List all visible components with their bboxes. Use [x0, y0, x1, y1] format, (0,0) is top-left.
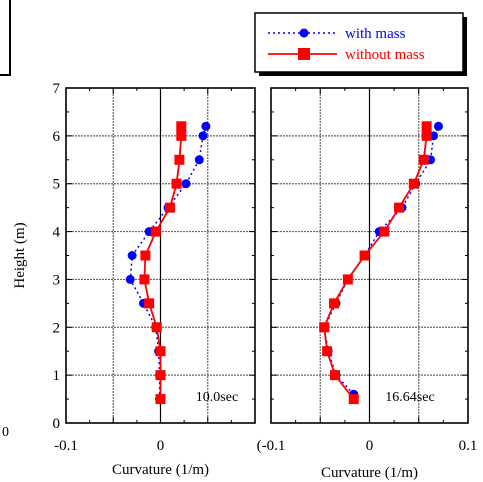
data-point-without-mass	[329, 298, 340, 309]
chart-panel-1: 0 1 2 3 4 5 6 7 -0.1 0 Curvature (1/m) Height (m) 10…	[12, 81, 256, 478]
x-tick-label: 0.1	[459, 438, 478, 454]
x-tick-label: 0	[157, 438, 165, 454]
y-tick-label: 6	[53, 129, 61, 145]
series-line-with-mass	[129, 126, 207, 400]
legend-label-with-mass: with mass	[345, 26, 406, 42]
data-point-without-mass	[421, 121, 432, 132]
y-tick-label: 7	[53, 81, 61, 97]
y-tick-label: 3	[53, 272, 61, 288]
data-point-without-mass	[144, 298, 155, 309]
data-point-with-mass	[201, 121, 211, 131]
x-tick-label: -0.1	[54, 438, 78, 454]
data-point-without-mass	[155, 370, 166, 381]
legend-marker-without-mass	[298, 48, 310, 60]
time-annotation: 16.64sec	[385, 390, 434, 405]
data-point-with-mass	[194, 155, 204, 165]
series-line-without-mass	[323, 126, 428, 400]
data-point-without-mass	[176, 130, 187, 141]
data-point-without-mass	[408, 178, 419, 189]
x-tick-label: (-0.1	[257, 438, 286, 454]
data-point-without-mass	[140, 250, 151, 261]
y-axis-label: Height (m)	[12, 222, 28, 288]
cropped-frame-edge	[0, 0, 11, 76]
x-tick-label: 0	[366, 438, 374, 454]
data-point-without-mass	[359, 250, 370, 261]
data-point-without-mass	[319, 322, 330, 333]
legend-label-without-mass: without mass	[345, 47, 425, 63]
y-tick-label: 0	[53, 416, 61, 432]
data-point-without-mass	[421, 130, 432, 141]
data-point-without-mass	[418, 154, 429, 165]
cropped-edge-label: 0	[2, 425, 9, 440]
data-point-with-mass	[181, 179, 191, 189]
data-point-with-mass	[433, 121, 443, 131]
y-tick-label: 4	[53, 225, 61, 241]
data-point-without-mass	[379, 226, 390, 237]
data-point-without-mass	[155, 346, 166, 357]
data-point-with-mass	[125, 274, 135, 284]
data-point-without-mass	[348, 394, 359, 405]
series-line-without-mass	[143, 126, 183, 400]
data-point-with-mass	[127, 251, 137, 260]
data-point-without-mass	[171, 178, 182, 189]
legend-marker-with-mass	[299, 28, 309, 38]
data-point-without-mass	[330, 370, 341, 381]
time-annotation: 10.0sec	[196, 390, 238, 405]
x-axis-label: Curvature (1/m)	[112, 462, 209, 478]
data-point-without-mass	[155, 394, 166, 405]
y-tick-label: 2	[53, 320, 61, 336]
x-axis-label: Curvature (1/m)	[321, 465, 418, 481]
data-point-without-mass	[322, 346, 333, 357]
y-tick-label: 1	[53, 368, 61, 384]
data-point-without-mass	[342, 274, 353, 285]
data-point-without-mass	[174, 154, 185, 165]
data-point-with-mass	[198, 131, 208, 141]
y-tick-label: 5	[53, 177, 61, 193]
data-point-without-mass	[150, 226, 161, 237]
legend: with mass without mass	[254, 12, 467, 76]
data-point-without-mass	[394, 202, 405, 213]
chart-panel-2: (-0.1 0 0.1 Curvature (1/m) 16.64sec	[257, 87, 478, 481]
data-point-without-mass	[139, 274, 150, 285]
legend-box	[254, 12, 464, 73]
data-point-without-mass	[151, 322, 162, 333]
data-point-without-mass	[176, 121, 187, 132]
data-point-without-mass	[164, 202, 175, 213]
